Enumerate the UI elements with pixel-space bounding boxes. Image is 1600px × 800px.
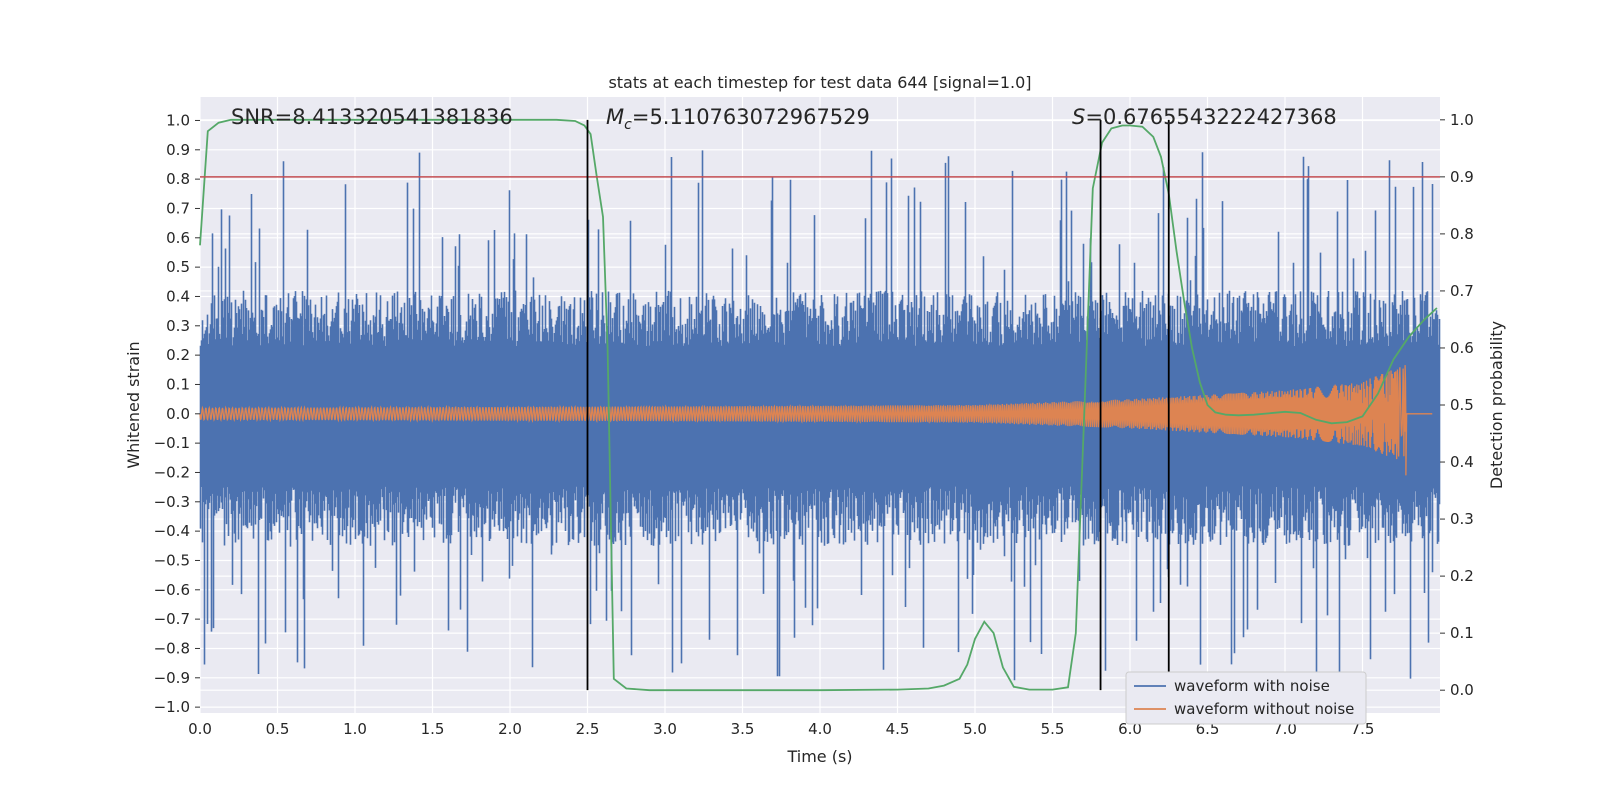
legend-label-noise: waveform with noise xyxy=(1174,677,1330,695)
x-tick-label: 2.5 xyxy=(576,720,600,738)
y-tick-label: −0.1 xyxy=(154,434,190,452)
y-tick-label: 0.3 xyxy=(166,317,190,335)
s-value: 0.6765543222427368 xyxy=(1103,105,1337,129)
s-annotation: S=0.6765543222427368 xyxy=(1072,105,1337,129)
clean-trace xyxy=(199,365,1433,476)
y-tick-label: 0.4 xyxy=(166,287,190,305)
chart-title: stats at each timestep for test data 644… xyxy=(608,73,1031,92)
x-tick-label: 0.0 xyxy=(188,720,212,738)
x-tick-label: 4.5 xyxy=(886,720,910,738)
y2-tick-label: 0.7 xyxy=(1450,282,1474,300)
legend-label-clean: waveform without noise xyxy=(1174,700,1354,718)
x-tick-label: 4.0 xyxy=(808,720,832,738)
x-tick-label: 1.0 xyxy=(343,720,367,738)
y2-tick-label: 0.2 xyxy=(1450,567,1474,585)
mc-value: 5.110763072967529 xyxy=(649,105,869,129)
x-tick-label: 5.5 xyxy=(1041,720,1065,738)
waveform-without-noise-series xyxy=(199,365,1433,476)
markers xyxy=(200,119,1440,691)
y-tick-label: 0.2 xyxy=(166,346,190,364)
y2-tick-label: 1.0 xyxy=(1450,111,1474,129)
x-tick-label: 3.0 xyxy=(653,720,677,738)
y2-tick-label: 0.5 xyxy=(1450,396,1474,414)
probability-line xyxy=(199,118,1438,692)
y2-tick-label: 0.1 xyxy=(1450,624,1474,642)
x-tick-label: 1.5 xyxy=(421,720,445,738)
mc-annotation: Mc=5.110763072967529 xyxy=(606,105,870,133)
y2-tick-label: 0.9 xyxy=(1450,168,1474,186)
y-tick-label: −0.8 xyxy=(154,639,190,657)
y-tick-label: −0.2 xyxy=(154,463,190,481)
y-tick-label: 0.9 xyxy=(166,141,190,159)
legend-box xyxy=(1125,671,1367,725)
y2-tick-label: 0.8 xyxy=(1450,225,1474,243)
y2-tick-label: 0.4 xyxy=(1450,453,1474,471)
y-tick-label: −0.4 xyxy=(154,522,190,540)
x-tick-label: 0.5 xyxy=(266,720,290,738)
y-tick-label: 0.7 xyxy=(166,199,190,217)
y-tick-label: 1.0 xyxy=(166,111,190,129)
y2-tick-label: 0.3 xyxy=(1450,510,1474,528)
x-axis-label: Time (s) xyxy=(786,747,852,766)
y-tick-label: 0.6 xyxy=(166,229,190,247)
y-tick-label: 0.0 xyxy=(166,405,190,423)
x-tick-label: 2.0 xyxy=(498,720,522,738)
y2-axis-label: Detection probability xyxy=(1487,321,1506,489)
detection-probability-series xyxy=(199,118,1438,692)
y-tick-label: −0.9 xyxy=(154,669,190,687)
y-tick-label: −0.7 xyxy=(154,610,190,628)
snr-value: 8.413320541381836 xyxy=(292,105,512,129)
y-axis-label: Whitened strain xyxy=(124,341,143,468)
x-tick-label: 5.0 xyxy=(963,720,987,738)
tick-labels: 0.0 0.5 1.0 1.5 2.0 2.5 3.0 3.5 4.0 4.5 5.0 5.5 6.0 6… xyxy=(154,111,1474,738)
y-tick-label: −1.0 xyxy=(154,698,190,716)
y-tick-label: 0.1 xyxy=(166,375,190,393)
y-tick-label: −0.6 xyxy=(154,581,190,599)
x-tick-label: 3.5 xyxy=(731,720,755,738)
y-tick-label: 0.8 xyxy=(166,170,190,188)
y2-tick-label: 0.0 xyxy=(1450,681,1474,699)
snr-annotation: SNR=8.413320541381836 xyxy=(231,105,513,129)
y-tick-label: −0.5 xyxy=(154,551,190,569)
legend: waveform with noise waveform without noi… xyxy=(1125,671,1367,725)
y-tick-label: −0.3 xyxy=(154,493,190,511)
y-tick-label: 0.5 xyxy=(166,258,190,276)
y2-tick-label: 0.6 xyxy=(1450,339,1474,357)
